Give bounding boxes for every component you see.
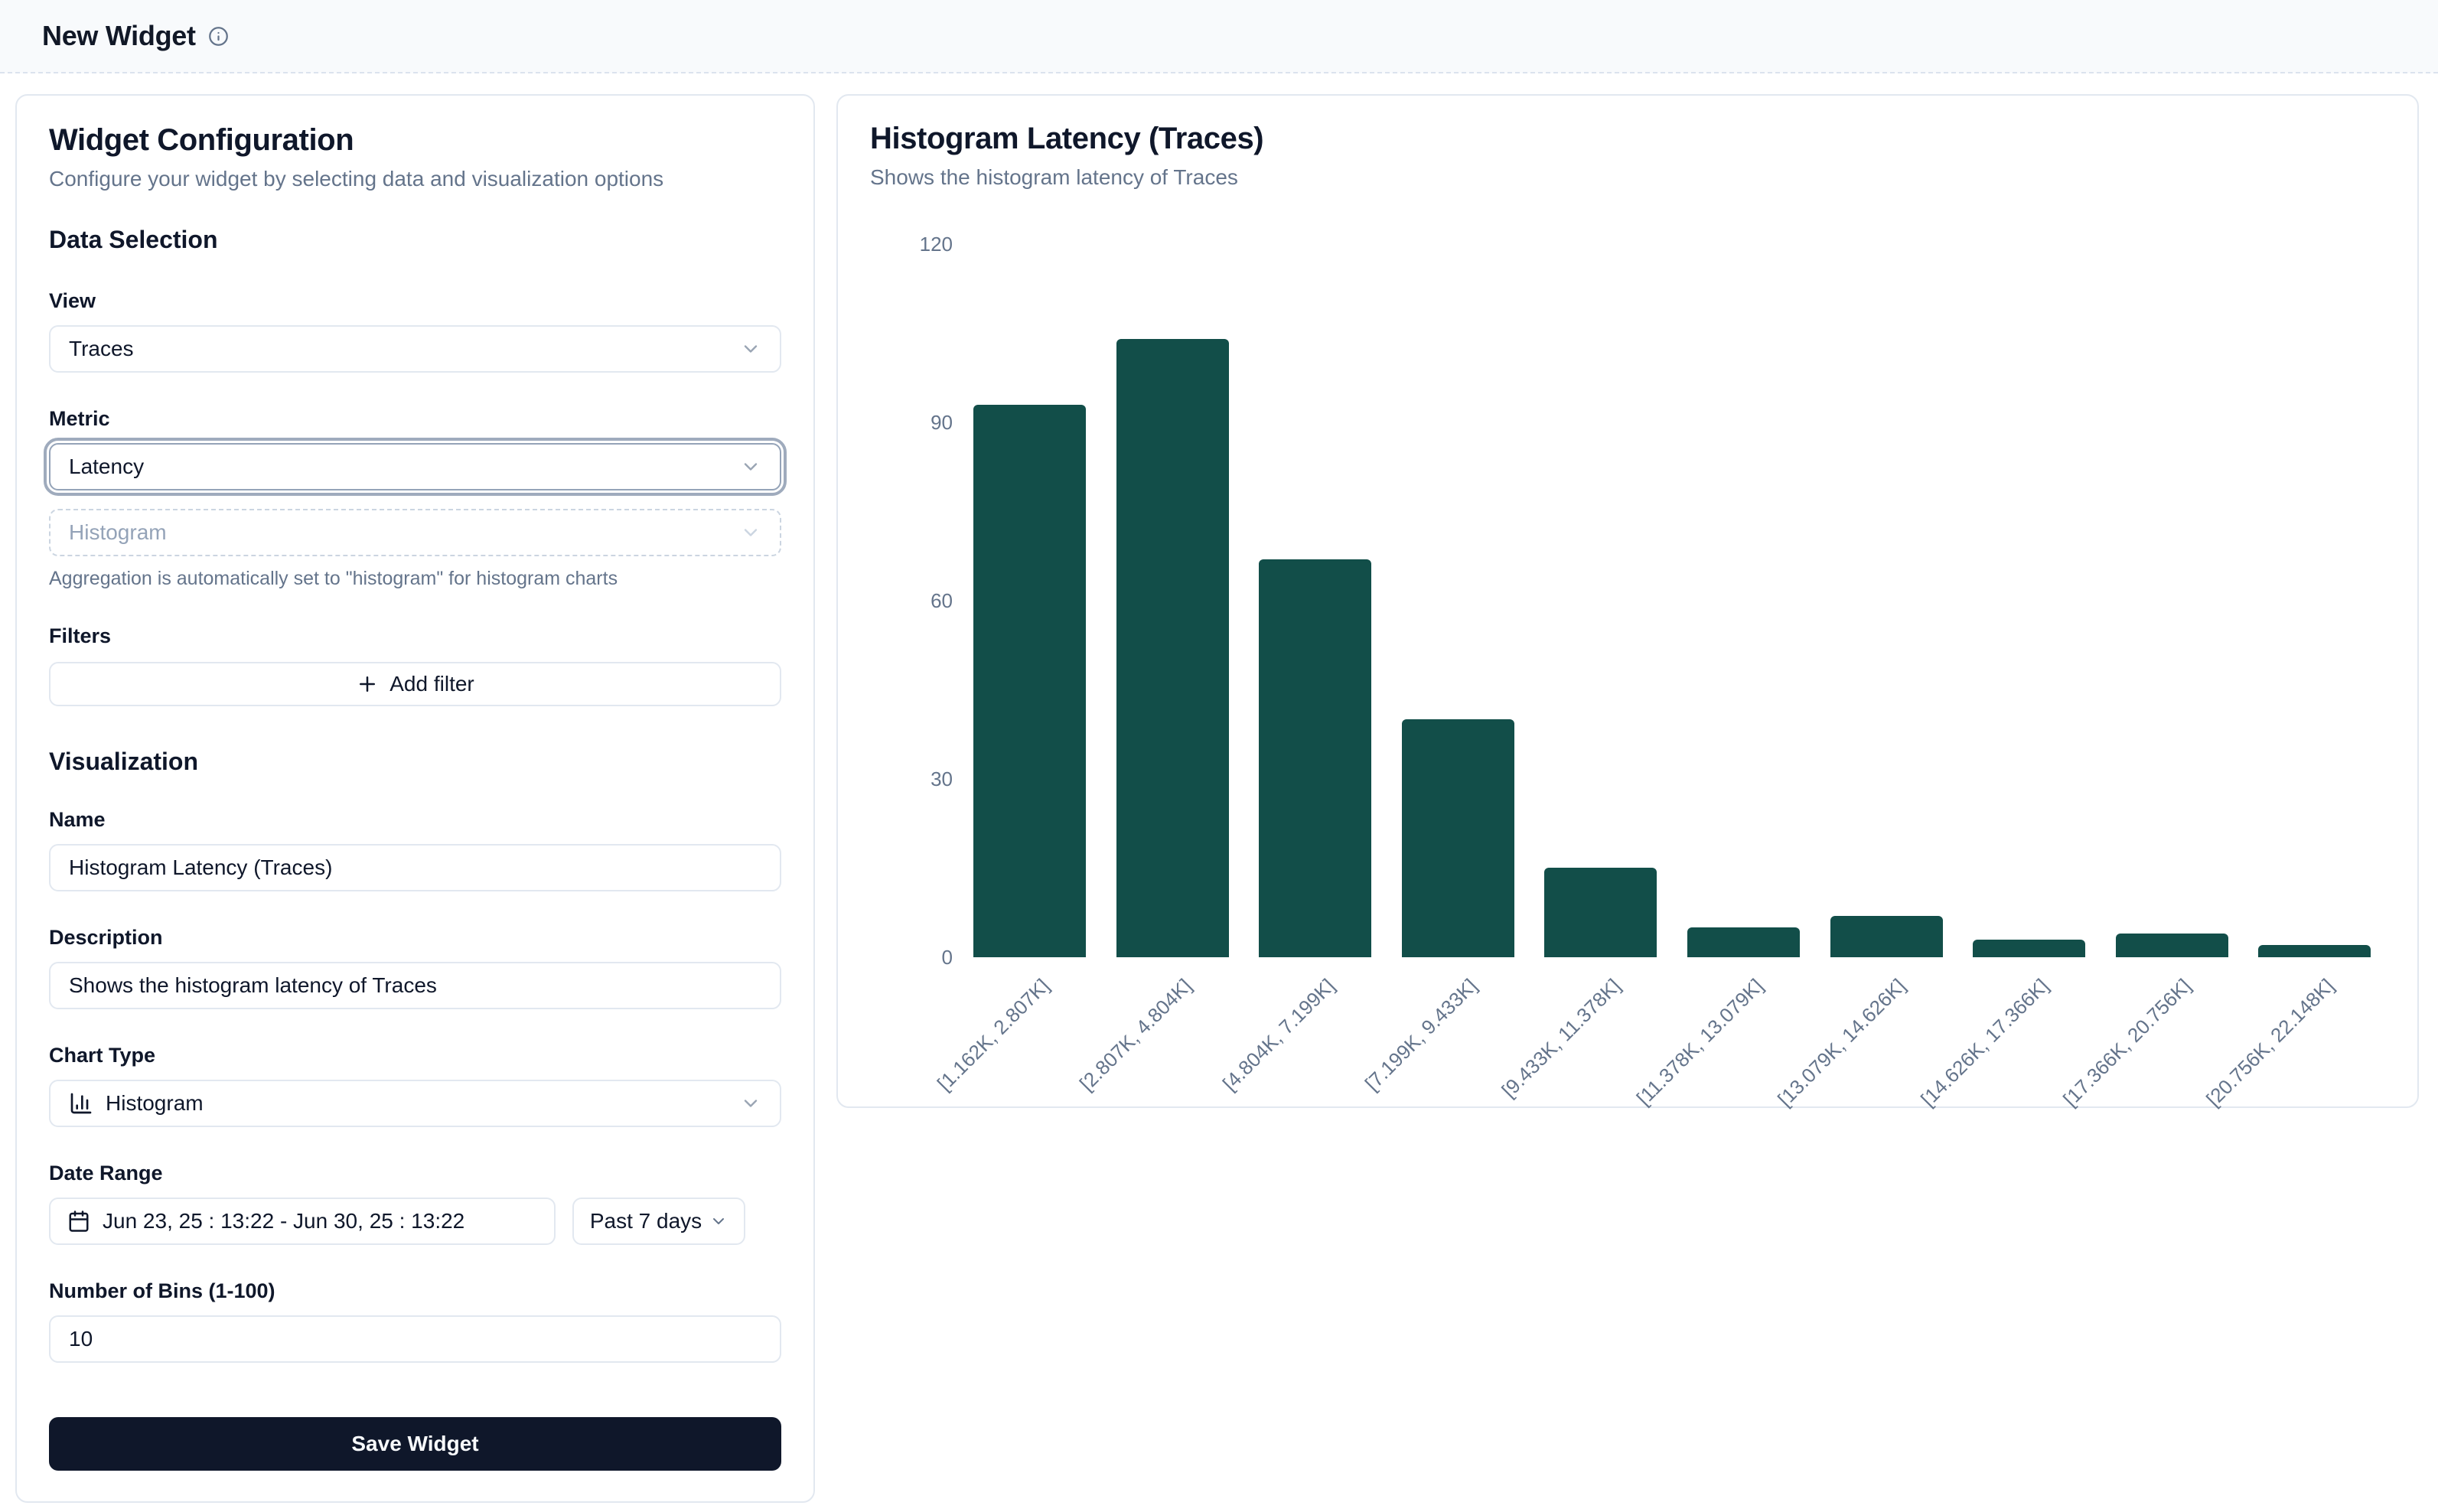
chart-title: Histogram Latency (Traces) [870, 122, 1264, 155]
data-selection-heading: Data Selection [49, 226, 218, 253]
metric-label: Metric [49, 407, 110, 430]
histogram-bar[interactable] [1402, 719, 1514, 957]
x-axis-bin-label: [13.079K, 14.626K] [1773, 974, 1911, 1111]
config-title: Widget Configuration [49, 123, 354, 157]
view-select-value: Traces [69, 337, 134, 360]
description-label: Description [49, 926, 163, 949]
histogram-bar[interactable] [1830, 916, 1943, 957]
bins-label: Number of Bins (1-100) [49, 1279, 275, 1302]
add-filter-label: Add filter [389, 672, 474, 696]
page-header: New Widget [0, 0, 2438, 73]
date-preset-value: Past 7 days [589, 1209, 702, 1233]
histogram-bar[interactable] [1544, 868, 1657, 957]
widget-configuration-panel: Widget Configuration Configure your widg… [15, 94, 815, 1503]
date-range-label: Date Range [49, 1162, 163, 1185]
date-range-row: Jun 23, 25 : 13:22 - Jun 30, 25 : 13:22 … [49, 1198, 781, 1245]
x-axis-bin-label: [1.162K, 2.807K] [933, 974, 1054, 1096]
histogram-bar[interactable] [1116, 339, 1229, 957]
view-select[interactable]: Traces [49, 325, 781, 373]
bar-chart-icon [69, 1091, 93, 1116]
chevron-down-icon [713, 1218, 725, 1224]
histogram-chart: 0 30 60 90 120 [1.162K, 2.807K] [2.807K, 4.804… [838, 96, 2420, 1111]
info-icon[interactable] [208, 26, 229, 47]
chart-subtitle: Shows the histogram latency of Traces [870, 165, 1238, 189]
histogram-bar[interactable] [2258, 945, 2371, 957]
histogram-bar[interactable] [1687, 927, 1800, 957]
plus-icon [360, 676, 376, 692]
x-axis-bin-label: [20.756K, 22.148K] [2202, 974, 2339, 1111]
aggregation-helper-text: Aggregation is automatically set to "his… [49, 568, 618, 589]
chart-type-value: Histogram [106, 1091, 204, 1115]
x-axis-bin-label: [11.378K, 13.079K] [1631, 974, 1768, 1110]
view-label: View [49, 289, 96, 312]
x-axis-bin-label: [14.626K, 17.366K] [1916, 974, 2054, 1111]
chevron-down-icon [744, 529, 758, 536]
description-input[interactable] [49, 962, 781, 1009]
config-subtitle: Configure your widget by selecting data … [49, 167, 664, 191]
y-axis-tick-label: 0 [941, 946, 953, 969]
y-axis-tick-label: 60 [931, 589, 953, 612]
x-axis-bin-label: [17.366K, 20.756K] [2058, 974, 2196, 1111]
date-preset-select[interactable]: Past 7 days [572, 1198, 745, 1245]
chart-panel: Histogram Latency (Traces) Shows the his… [836, 94, 2420, 1111]
metric-select[interactable]: Latency [44, 438, 787, 496]
name-label: Name [49, 808, 106, 831]
aggregation-select-value: Histogram [69, 520, 167, 544]
y-axis-tick-label: 120 [919, 233, 953, 256]
calendar-icon [69, 1211, 89, 1232]
visualization-heading: Visualization [49, 748, 199, 775]
x-axis-bin-label: [7.199K, 9.433K] [1361, 974, 1482, 1096]
bins-input[interactable] [49, 1315, 781, 1363]
page-title: New Widget [42, 20, 196, 51]
chart-type-select[interactable]: Histogram [49, 1080, 781, 1127]
histogram-bar[interactable] [2116, 934, 2228, 957]
x-axis-bin-label: [9.433K, 11.378K] [1497, 974, 1625, 1103]
add-filter-button[interactable]: Add filter [49, 662, 781, 706]
metric-select-value: Latency [69, 455, 145, 478]
chevron-down-icon [744, 345, 758, 353]
name-input[interactable] [49, 844, 781, 891]
date-range-field[interactable]: Jun 23, 25 : 13:22 - Jun 30, 25 : 13:22 [49, 1198, 556, 1245]
histogram-bar[interactable] [973, 405, 1086, 957]
aggregation-select: Histogram [49, 509, 781, 556]
chevron-down-icon [744, 463, 758, 471]
x-axis-bin-label: [4.804K, 7.199K] [1218, 974, 1340, 1096]
save-widget-button[interactable]: Save Widget [49, 1417, 781, 1471]
chevron-down-icon [744, 1100, 758, 1107]
histogram-bar[interactable] [1259, 559, 1371, 957]
y-axis-tick-label: 90 [931, 411, 953, 434]
x-axis-bin-label: [2.807K, 4.804K] [1075, 974, 1197, 1096]
histogram-bar[interactable] [1973, 940, 2085, 957]
y-axis-tick-label: 30 [931, 767, 953, 790]
filters-label: Filters [49, 624, 112, 647]
date-range-value: Jun 23, 25 : 13:22 - Jun 30, 25 : 13:22 [103, 1209, 465, 1233]
chart-type-label: Chart Type [49, 1044, 156, 1067]
